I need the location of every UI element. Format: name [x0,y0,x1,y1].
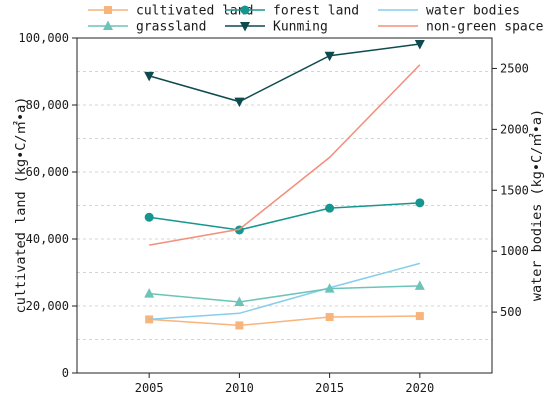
y-left-tick-label: 100,000 [18,31,69,45]
legend-marker-grassland [103,20,113,30]
x-tick-label: 2020 [405,381,434,395]
y-right-tick-label: 1000 [500,244,529,258]
x-tick-label: 2010 [225,381,254,395]
y-left-tick-label: 20,000 [26,299,69,313]
y-left-axis-label: cultivated land (kg•C/㎡•a) [13,97,29,314]
cultivated-land-point [325,313,334,322]
grassland-line [149,285,420,303]
kunming-point [324,51,335,62]
y-left-tick-label: 60,000 [26,165,69,179]
y-left-tick-label: 0 [62,366,69,380]
kunming-point [414,40,425,50]
axes: 0 20,000 40,000 60,000 80,000 100,000 500 1000 1… [18,31,528,395]
legend-label-cultivated-land: cultivated land [136,4,253,19]
kunming-point [234,97,245,108]
legend-label-kunming: Kunming [273,20,328,35]
y-left-tick-label: 80,000 [26,98,69,112]
legend-marker-forest-land [240,5,250,15]
y-right-tick-label: 2500 [500,61,529,75]
non-green-space-line [149,64,421,246]
legend-label-grassland: grassland [136,20,206,35]
y-right-tick-label: 2000 [500,122,529,136]
legend-label-non-green-space: non-green space [426,20,544,35]
legend-marker-cultivated-land [104,6,112,14]
y-right-tick-label: 1500 [500,183,529,197]
legend: cultivated land forest land water bodies gr… [88,4,544,35]
cultivated-land-line [149,315,420,327]
forest-land-point [325,203,335,213]
forest-land-line [149,202,420,231]
forest-land-point [415,198,425,208]
legend-label-water-bodies: water bodies [426,4,520,19]
y-left-tick-label: 40,000 [26,232,69,246]
plot-series [144,40,425,330]
gridlines [77,71,492,340]
y-right-axis-label: water bodies (kg•C/㎡•a) [529,109,545,301]
grassland-point [234,296,245,306]
cultivated-land-point [415,312,424,321]
kunming-point [144,71,155,82]
plot-frame [76,37,493,374]
x-tick-label: 2005 [135,381,164,395]
cultivated-land-point [235,321,244,330]
kunming-line [148,43,420,103]
water-bodies-line [149,262,421,321]
grassland-point [144,288,155,298]
grassland-point [324,283,335,293]
forest-land-point [144,212,154,222]
y-right-tick-label: 500 [500,305,522,319]
legend-label-forest-land: forest land [273,4,359,19]
legend-marker-kunming [240,22,250,32]
x-tick-label: 2015 [315,381,344,395]
grassland-point [414,280,425,290]
